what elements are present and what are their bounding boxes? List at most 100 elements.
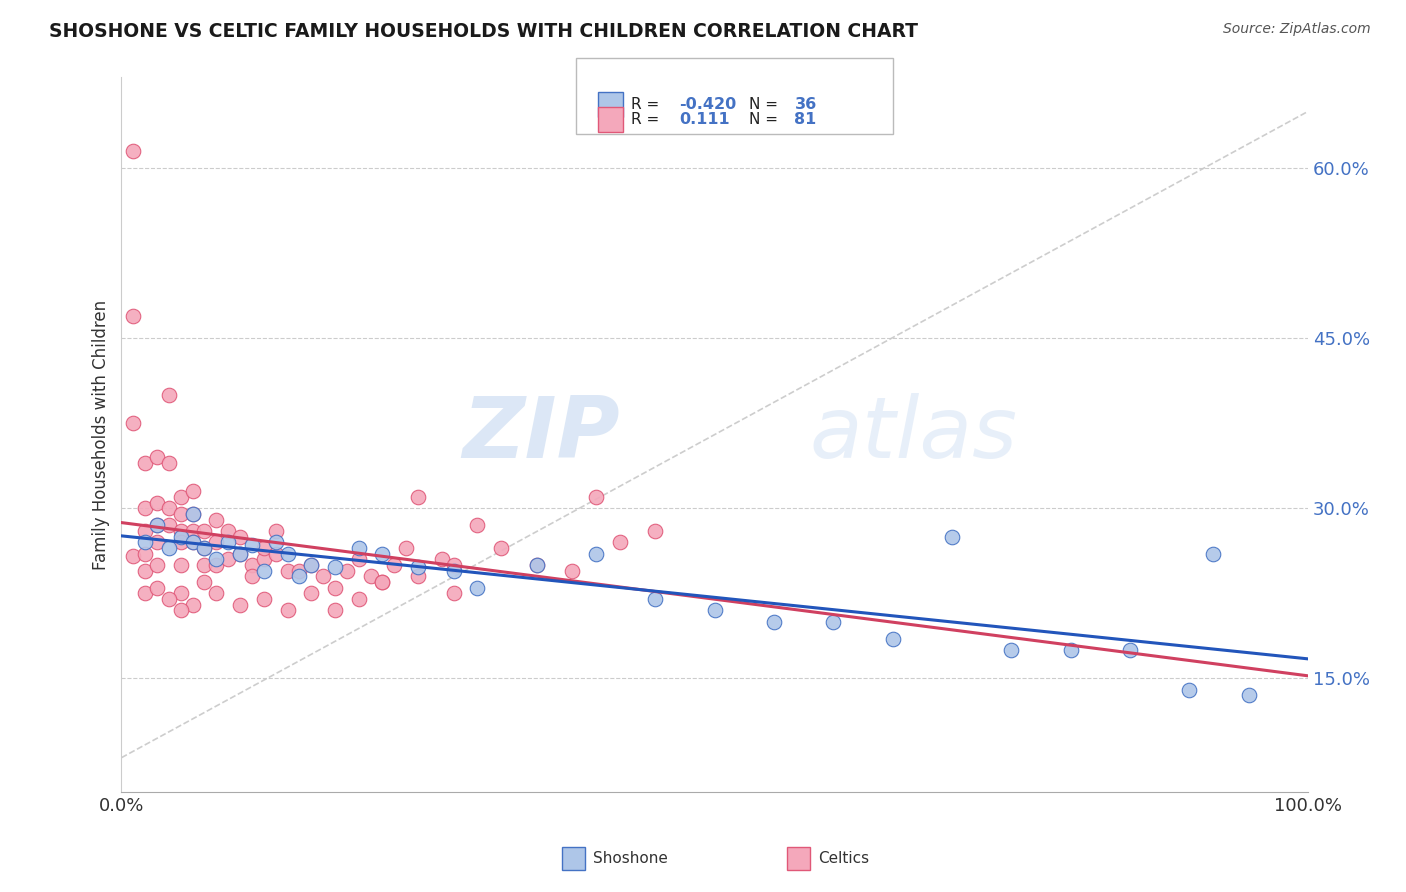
Point [229,598,252,612]
Point [763,615,786,629]
Text: ZIP: ZIP [463,393,620,476]
Point [181,507,204,521]
Point [170,507,193,521]
Point [1178,682,1201,697]
Point [371,574,394,589]
Point [229,530,252,544]
Point [170,524,193,538]
Point [264,547,287,561]
Point [1119,643,1142,657]
Point [240,558,263,572]
Point [406,560,429,574]
Point [644,524,666,538]
Point [323,603,346,617]
Point [146,450,169,465]
Point [882,632,904,646]
Point [193,541,215,555]
Point [526,558,548,572]
Point [205,535,228,549]
Point [323,581,346,595]
Point [703,603,725,617]
Point [157,456,180,470]
Text: Source: ZipAtlas.com: Source: ZipAtlas.com [1223,22,1371,37]
Text: Celtics: Celtics [818,852,869,866]
Point [157,591,180,606]
Point [299,558,322,572]
Point [360,569,382,583]
Text: -0.420: -0.420 [679,96,737,112]
Point [277,547,299,561]
Point [157,541,180,555]
Point [609,535,631,549]
Point [288,569,311,583]
Point [157,518,180,533]
Point [443,558,465,572]
Text: N =: N = [749,96,783,112]
Text: 0.111: 0.111 [679,112,730,128]
Point [146,518,169,533]
Point [134,564,156,578]
Point [467,518,489,533]
Point [240,537,263,551]
Point [1202,547,1225,561]
Point [193,574,215,589]
Point [134,586,156,600]
Point [217,524,239,538]
Point [122,144,145,158]
Point [217,535,239,549]
Point [146,558,169,572]
Point [157,388,180,402]
Point [122,416,145,430]
Point [312,569,335,583]
Point [181,524,204,538]
Point [347,541,370,555]
Point [170,603,193,617]
Point [170,535,193,549]
Point [406,569,429,583]
Point [146,581,169,595]
Point [181,535,204,549]
Point [371,574,394,589]
Point [443,564,465,578]
Point [561,564,583,578]
Text: 81: 81 [794,112,817,128]
Text: atlas: atlas [810,393,1018,476]
Point [264,524,287,538]
Point [253,541,276,555]
Point [170,490,193,504]
Point [170,558,193,572]
Point [134,547,156,561]
Point [406,490,429,504]
Point [240,569,263,583]
Point [193,541,215,555]
Point [585,547,607,561]
Point [395,541,418,555]
Point [347,591,370,606]
Point [170,586,193,600]
Point [264,535,287,549]
Point [181,507,204,521]
Point [382,558,405,572]
Point [430,552,453,566]
Point [253,564,276,578]
Point [229,547,252,561]
Point [134,501,156,516]
Text: N =: N = [749,112,783,128]
Point [193,524,215,538]
Point [134,456,156,470]
Point [1237,689,1260,703]
Point [277,603,299,617]
Point [205,513,228,527]
Point [288,564,311,578]
Point [1059,643,1081,657]
Point [1000,643,1022,657]
Point [181,598,204,612]
Point [585,490,607,504]
Point [323,560,346,574]
Point [823,615,845,629]
Point [170,530,193,544]
Point [941,530,963,544]
Point [134,524,156,538]
Point [526,558,548,572]
Text: R =: R = [631,112,665,128]
